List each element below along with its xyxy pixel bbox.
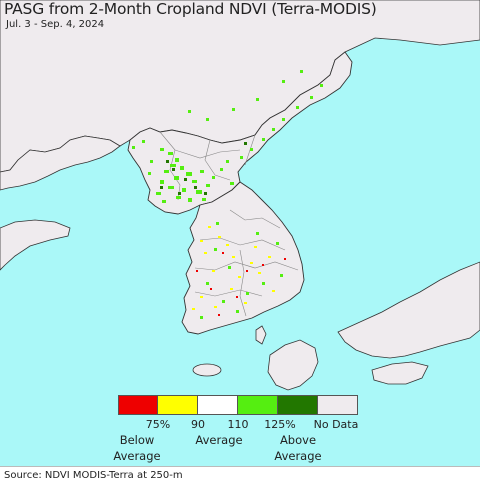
map-panel: PASG from 2-Month Cropland NDVI (Terra-M… xyxy=(0,0,480,466)
legend-colorbar xyxy=(118,395,358,415)
japan-honshu xyxy=(337,261,480,359)
date-range: Jul. 3 - Sep. 4, 2024 xyxy=(6,19,105,30)
north-korea xyxy=(127,51,353,215)
shandong-peninsula xyxy=(0,219,71,271)
legend-below-line1: Below xyxy=(119,433,155,447)
legend-swatch-below-75 xyxy=(118,395,158,415)
japan-kyushu xyxy=(267,339,319,391)
legend-below-average: Below Average xyxy=(113,432,160,464)
legend-no-data-label: No Data xyxy=(313,418,359,431)
source-credit: Source: NDVI MODIS-Terra at 250-m xyxy=(4,470,183,481)
jeju-island xyxy=(192,363,222,377)
map-title: PASG from 2-Month Cropland NDVI (Terra-M… xyxy=(4,0,377,18)
south-korea xyxy=(181,181,305,335)
legend-swatch-75-90 xyxy=(158,395,198,415)
legend-average: Average xyxy=(195,432,242,448)
korea-peninsula-map xyxy=(0,0,480,466)
legend-average-line1: Average xyxy=(195,433,243,447)
legend-tick-125: 125% xyxy=(264,418,296,431)
legend-swatch-110-125 xyxy=(238,395,278,415)
legend-above-average: Above Average xyxy=(274,432,321,464)
legend-swatch-above-125 xyxy=(278,395,318,415)
liaodong-peninsula xyxy=(0,135,121,191)
legend-swatch-90-110 xyxy=(198,395,238,415)
legend-tick-90: 90 xyxy=(191,418,205,431)
legend-swatch-no-data xyxy=(318,395,358,415)
legend-above-line2: Average xyxy=(274,449,322,463)
legend-above-line1: Above xyxy=(279,433,317,447)
legend-below-line2: Average xyxy=(113,449,161,463)
footer: Source: NDVI MODIS-Terra at 250-m xyxy=(0,466,480,485)
legend-tick-110: 110 xyxy=(227,418,249,431)
japan-shikoku xyxy=(371,361,429,385)
ndvi-pixels xyxy=(132,70,323,319)
legend-tick-75: 75% xyxy=(145,418,171,431)
tsushima-island xyxy=(255,325,267,345)
